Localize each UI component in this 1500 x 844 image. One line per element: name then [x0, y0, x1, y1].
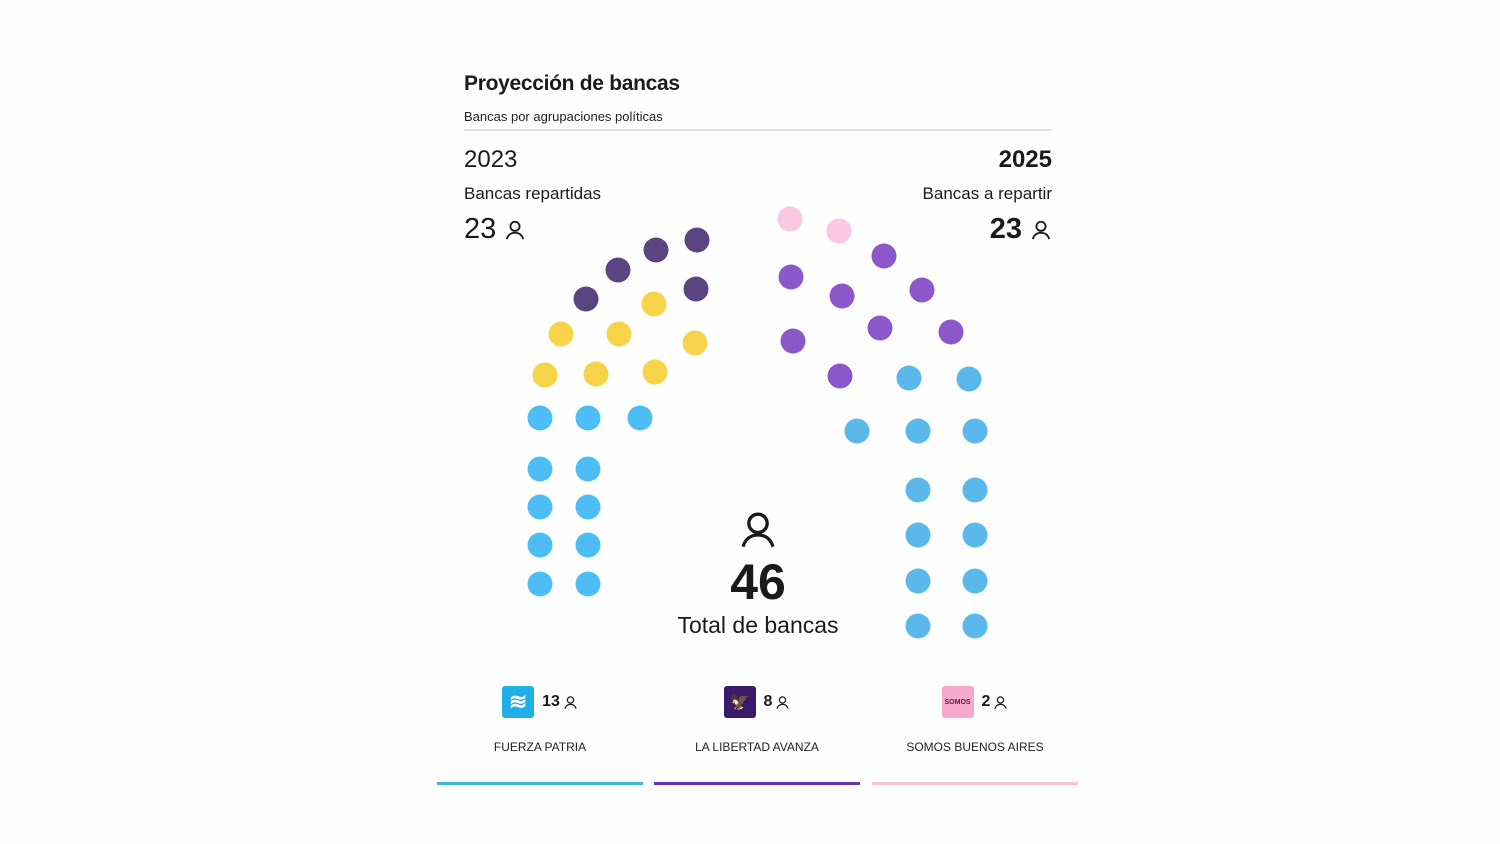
seat-dot [641, 291, 667, 317]
person-icon [564, 695, 577, 709]
total-value: 46 [730, 554, 786, 610]
seat-dot [905, 418, 931, 444]
seat-dot [827, 363, 853, 389]
seat-dot [962, 477, 988, 503]
label-bancas-repartidas: Bancas repartidas [464, 184, 602, 203]
seat-dot [527, 405, 553, 431]
seat-dot [643, 237, 669, 263]
somos-logo: SOMOS [941, 686, 974, 718]
seat-dot [871, 243, 897, 269]
count-right-value: 23 [989, 213, 1022, 245]
seat-dot [962, 522, 988, 548]
seat-dot [844, 418, 870, 444]
seat-dot [575, 456, 601, 482]
label-bancas-a-repartir: Bancas a repartir [922, 184, 1052, 203]
seat-dot [962, 613, 988, 639]
chart-subtitle: Bancas por agrupaciones políticas [464, 109, 663, 124]
seat-dot [575, 571, 601, 597]
legend-name: LA LIBERTAD AVANZA [695, 740, 819, 754]
seat-dot [777, 206, 803, 232]
seat-dot [905, 613, 931, 639]
seat-dot [778, 264, 804, 290]
seat-dot [962, 568, 988, 594]
seat-dot [938, 319, 964, 345]
seat-dot [682, 330, 708, 356]
la-libertad-avanza-logo: 🦅 [723, 686, 756, 718]
seat-dot [527, 532, 553, 558]
seat-dot [527, 456, 553, 482]
seat-dot [684, 227, 710, 253]
seat-dot [548, 321, 574, 347]
seat-dot [527, 571, 553, 597]
seat-dot [867, 315, 893, 341]
seat-dot [956, 366, 982, 392]
seat-dot [642, 359, 668, 385]
seat-dot [575, 532, 601, 558]
count-left-value: 23 [464, 213, 497, 245]
legend-count: 8 [763, 693, 773, 710]
legend-somos-buenos-aires: SOMOS 2 SOMOS BUENOS AIRES [872, 686, 1078, 785]
legend-count: 13 [542, 693, 560, 710]
count-right: 23 [990, 213, 1052, 246]
total-seats: 46 Total de bancas [658, 510, 858, 639]
count-left: 23 [464, 213, 526, 246]
seat-dot [575, 494, 601, 520]
legend-la-libertad-avanza: 🦅 8 LA LIBERTAD AVANZA [654, 686, 860, 785]
year-2025: 2025 [998, 146, 1052, 173]
seat-dot [829, 283, 855, 309]
seat-dot [606, 321, 632, 347]
seat-dot [573, 286, 599, 312]
seat-dot [905, 477, 931, 503]
person-icon [776, 695, 790, 709]
seat-dot [532, 362, 558, 388]
person-icon [994, 695, 1008, 709]
seat-dot [683, 276, 709, 302]
legend-bar [654, 782, 860, 785]
seat-dot [583, 361, 609, 387]
year-2023: 2023 [464, 146, 518, 173]
person-icon [658, 510, 858, 550]
chart-title: Proyección de bancas [464, 72, 680, 95]
seat-dot [905, 522, 931, 548]
person-icon [504, 219, 526, 241]
seat-dot [826, 218, 852, 244]
fuerza-patria-logo: ≋ [502, 686, 535, 718]
seat-dot [527, 494, 553, 520]
seat-dot [896, 365, 922, 391]
legend-bar [872, 782, 1078, 785]
seat-dot [575, 405, 601, 431]
legend-count: 2 [981, 693, 991, 710]
total-label: Total de bancas [677, 612, 839, 638]
divider [464, 129, 1052, 131]
seat-dot [905, 568, 931, 594]
legend-fuerza-patria: ≋ 13 FUERZA PATRIA [437, 686, 643, 785]
legend-name: FUERZA PATRIA [493, 740, 587, 754]
person-icon [1030, 219, 1052, 241]
seat-dot [780, 328, 806, 354]
legend-bar [437, 782, 643, 785]
seat-dot [627, 405, 653, 431]
seat-dot [962, 418, 988, 444]
seat-dot [605, 257, 631, 283]
seat-dot [909, 277, 935, 303]
legend-name: SOMOS BUENOS AIRES [906, 740, 1044, 754]
